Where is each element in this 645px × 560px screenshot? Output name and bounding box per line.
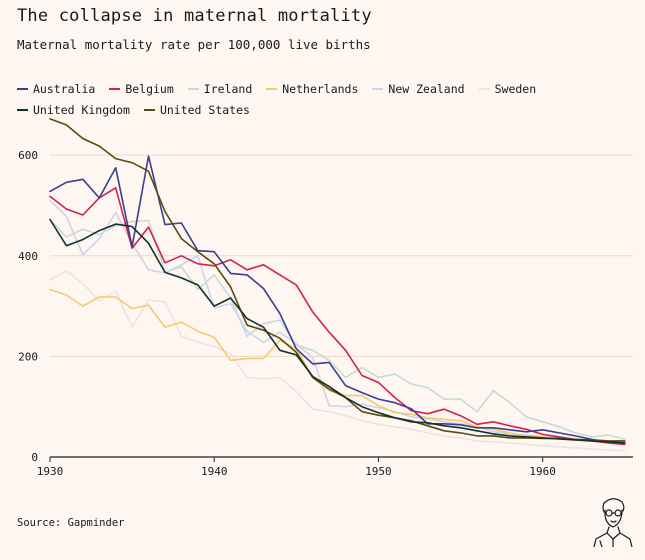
x-tick-label: 1940 xyxy=(201,465,228,478)
series-line-new-zealand xyxy=(49,199,626,444)
legend-label: New Zealand xyxy=(388,81,465,96)
legend-label: United Kingdom xyxy=(33,102,130,117)
legend-item-united-states: United States xyxy=(143,101,250,118)
author-portrait-icon xyxy=(593,498,633,547)
chart-title: The collapse in maternal mortality xyxy=(17,6,372,26)
legend-swatch xyxy=(109,87,121,90)
y-tick-label: 200 xyxy=(18,350,38,363)
legend-label: Netherlands xyxy=(282,81,359,96)
series-line-belgium xyxy=(49,187,626,446)
series-line-united-kingdom xyxy=(49,218,626,444)
legend-swatch xyxy=(143,108,155,111)
series-line-sweden xyxy=(49,269,626,452)
legend-item-sweden: Sweden xyxy=(478,80,537,97)
y-tick-label: 400 xyxy=(18,250,38,263)
legend-swatch xyxy=(17,108,28,111)
series-line-ireland xyxy=(49,218,626,441)
legend-item-new-zealand: New Zealand xyxy=(372,80,465,97)
legend-item-australia: Australia xyxy=(17,80,95,97)
x-tick-label: 1930 xyxy=(37,465,64,478)
legend-item-ireland: Ireland xyxy=(187,80,253,97)
legend-label: United States xyxy=(159,102,250,117)
legend-swatch xyxy=(17,87,28,90)
series-line-united-states xyxy=(49,118,626,442)
legend-swatch xyxy=(266,87,278,90)
legend-label: Belgium xyxy=(125,81,174,96)
legend-swatch xyxy=(187,87,199,90)
x-tick-label: 1950 xyxy=(365,465,392,478)
legend-item-netherlands: Netherlands xyxy=(266,80,358,97)
y-tick-label: 600 xyxy=(18,149,38,162)
legend-swatch xyxy=(372,87,384,90)
series-line-australia xyxy=(49,155,626,444)
legend-label: Australia xyxy=(33,81,96,96)
legend-swatch xyxy=(478,87,490,90)
y-tick-label: 0 xyxy=(31,451,38,464)
x-tick-label: 1960 xyxy=(529,465,556,478)
series-line-netherlands xyxy=(49,288,626,443)
legend-label: Sweden xyxy=(494,81,537,96)
legend: Australia Belgium Ireland Netherlands New Ze… xyxy=(17,80,627,118)
legend-label: Ireland xyxy=(203,81,253,96)
source-note: Source: Gapminder xyxy=(17,517,125,529)
legend-item-united-kingdom: United Kingdom xyxy=(17,101,130,118)
chart-subtitle: Maternal mortality rate per 100,000 live… xyxy=(17,37,371,52)
legend-item-belgium: Belgium xyxy=(109,80,174,97)
